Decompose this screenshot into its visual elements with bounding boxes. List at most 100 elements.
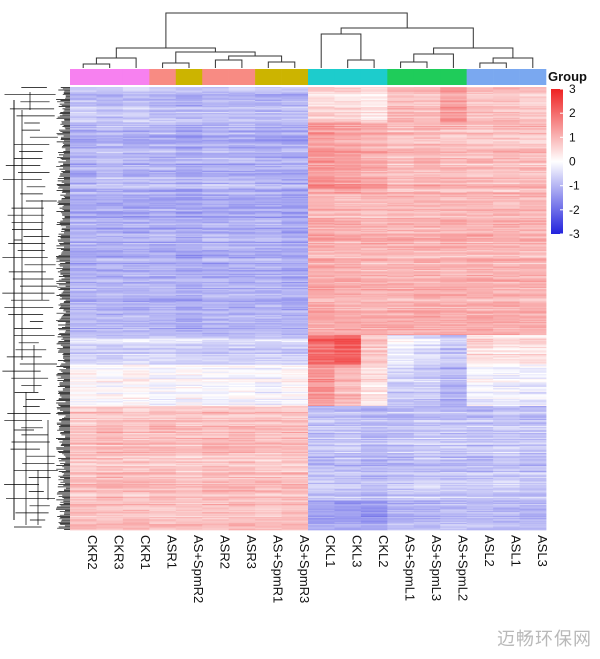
heatmap-cell	[387, 245, 415, 247]
heatmap-cell	[466, 268, 494, 271]
heatmap-cell	[466, 141, 494, 143]
heatmap-cell	[149, 316, 177, 318]
heatmap-cell	[387, 188, 415, 191]
heatmap-cell	[149, 315, 177, 317]
heatmap-cell	[308, 345, 335, 348]
heatmap-cell	[149, 235, 177, 238]
heatmap-cell	[149, 261, 177, 264]
heatmap-cell	[440, 149, 468, 152]
heatmap-cell	[175, 391, 203, 394]
heatmap-cell	[360, 329, 388, 331]
heatmap-cell	[360, 392, 388, 395]
heatmap-cell	[255, 169, 282, 172]
heatmap-cell	[387, 363, 415, 365]
heatmap-cell	[493, 97, 520, 100]
heatmap-cell	[70, 294, 97, 297]
heatmap-cell	[334, 251, 362, 253]
heatmap-cell	[387, 318, 415, 321]
heatmap-cell	[519, 263, 547, 265]
heatmap-cell	[440, 398, 468, 401]
heatmap-cell	[228, 224, 256, 226]
heatmap-cell	[387, 300, 415, 303]
heatmap-cell	[122, 182, 150, 185]
heatmap-cell	[281, 252, 309, 254]
heatmap-cell	[122, 96, 150, 98]
heatmap-cell	[202, 97, 230, 100]
heatmap-cell	[202, 374, 230, 376]
heatmap-cell	[122, 207, 150, 210]
heatmap-cell	[413, 271, 441, 273]
heatmap-cell	[308, 120, 335, 122]
heatmap-cell	[360, 129, 388, 132]
heatmap-cell	[334, 404, 362, 407]
heatmap-cell	[440, 141, 468, 143]
heatmap-cell	[360, 394, 388, 396]
heatmap-cell	[149, 294, 177, 297]
heatmap-cell	[122, 227, 150, 230]
heatmap-cell	[149, 298, 177, 300]
heatmap-cell	[70, 350, 97, 352]
heatmap-cell	[519, 206, 547, 208]
heatmap-cell	[466, 408, 494, 410]
heatmap-cell	[149, 194, 177, 197]
heatmap-cell	[70, 153, 97, 155]
heatmap-cell	[308, 227, 335, 230]
heatmap-cell	[440, 265, 468, 267]
heatmap-cell	[413, 162, 441, 165]
heatmap-cell	[175, 332, 203, 335]
heatmap-cell	[149, 363, 177, 365]
heatmap-cell	[175, 229, 203, 232]
heatmap-cell	[149, 95, 177, 97]
heatmap-cell	[466, 112, 494, 115]
heatmap-cell	[334, 391, 362, 394]
heatmap-cell	[334, 348, 362, 350]
heatmap-cell	[387, 205, 415, 207]
heatmap-cell	[387, 176, 415, 179]
heatmap-cell	[413, 279, 441, 282]
heatmap-cell	[175, 322, 203, 324]
heatmap-cell	[70, 319, 97, 322]
heatmap-cell	[228, 371, 256, 374]
heatmap-cell	[413, 214, 441, 217]
heatmap-cell	[519, 264, 547, 266]
heatmap-cell	[493, 116, 520, 119]
heatmap-cell	[281, 124, 309, 127]
heatmap-cell	[493, 271, 520, 273]
heatmap-cell	[308, 229, 335, 232]
heatmap-cell	[308, 372, 335, 375]
heatmap-cell	[228, 175, 256, 178]
heatmap-cell	[149, 170, 177, 173]
heatmap-cell	[387, 405, 415, 408]
heatmap-cell	[228, 213, 256, 215]
heatmap-cell	[202, 193, 230, 195]
heatmap-cell	[493, 286, 520, 289]
heatmap-cell	[202, 276, 230, 278]
heatmap-cell	[228, 286, 256, 289]
heatmap-cell	[440, 192, 468, 194]
heatmap-cell	[96, 207, 124, 210]
heatmap-cell	[413, 201, 441, 204]
heatmap-cell	[334, 266, 362, 269]
heatmap-cell	[466, 151, 494, 154]
heatmap-cell	[440, 188, 468, 191]
heatmap-cell	[413, 307, 441, 310]
heatmap-cell	[70, 170, 97, 173]
heatmap-cell	[360, 201, 388, 204]
heatmap-cell	[493, 235, 520, 238]
heatmap-cell	[122, 390, 150, 393]
heatmap-cell	[308, 259, 335, 261]
heatmap-cell	[413, 289, 441, 291]
heatmap-cell	[493, 240, 520, 243]
heatmap-cell	[360, 377, 388, 380]
heatmap-cell	[149, 296, 177, 298]
heatmap-cell	[493, 362, 520, 364]
heatmap-cell	[281, 253, 309, 256]
heatmap-cell	[440, 337, 468, 339]
heatmap-cell	[387, 352, 415, 355]
heatmap-cell	[70, 306, 97, 309]
heatmap-cell	[493, 153, 520, 155]
heatmap-cell	[519, 287, 547, 290]
heatmap-cell	[360, 115, 388, 117]
heatmap-cell	[413, 138, 441, 141]
heatmap-cell	[360, 359, 388, 362]
